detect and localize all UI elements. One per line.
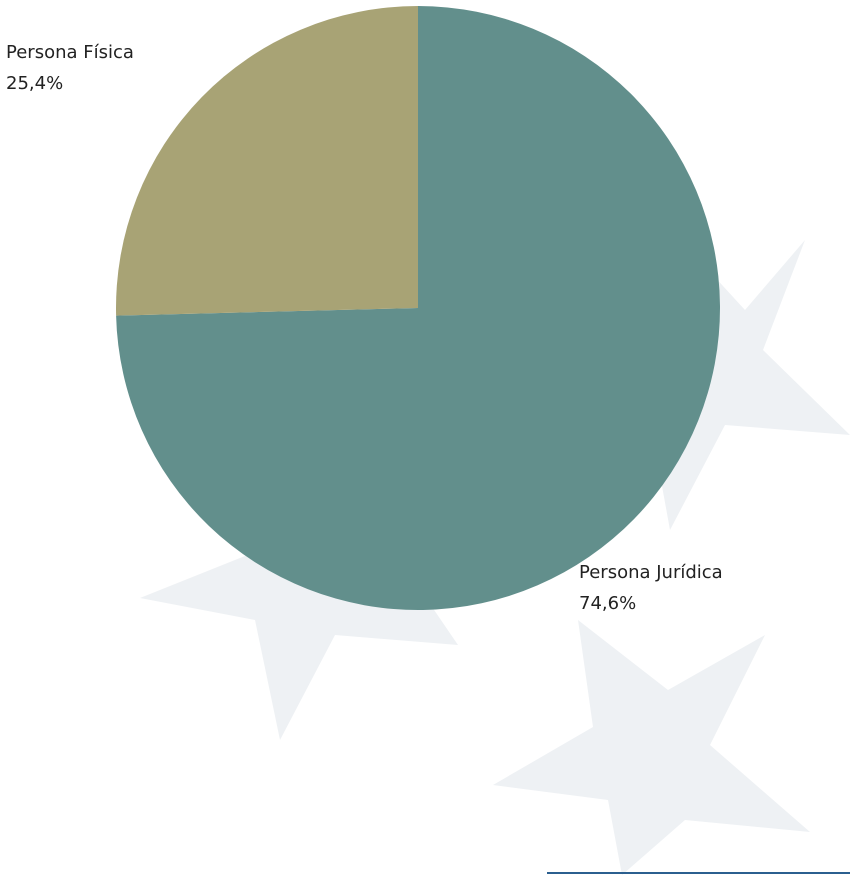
pie-slice: [116, 6, 419, 316]
pie-slice: [116, 6, 720, 610]
slice-value-label: 25,4%: [6, 73, 63, 94]
pie: [116, 6, 720, 610]
star: [493, 620, 810, 875]
slice-value-label: 74,6%: [579, 593, 636, 614]
slice-label: Persona Jurídica: [579, 562, 723, 583]
slice-label: Persona Física: [6, 42, 134, 63]
